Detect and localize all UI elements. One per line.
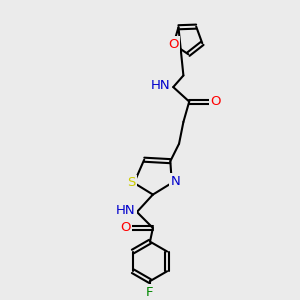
Text: O: O [210,95,220,108]
Text: N: N [170,175,180,188]
Text: O: O [168,38,179,51]
Text: HN: HN [151,79,170,92]
Text: S: S [127,176,135,189]
Text: HN: HN [116,204,136,217]
Text: O: O [120,221,130,235]
Text: F: F [146,286,154,299]
